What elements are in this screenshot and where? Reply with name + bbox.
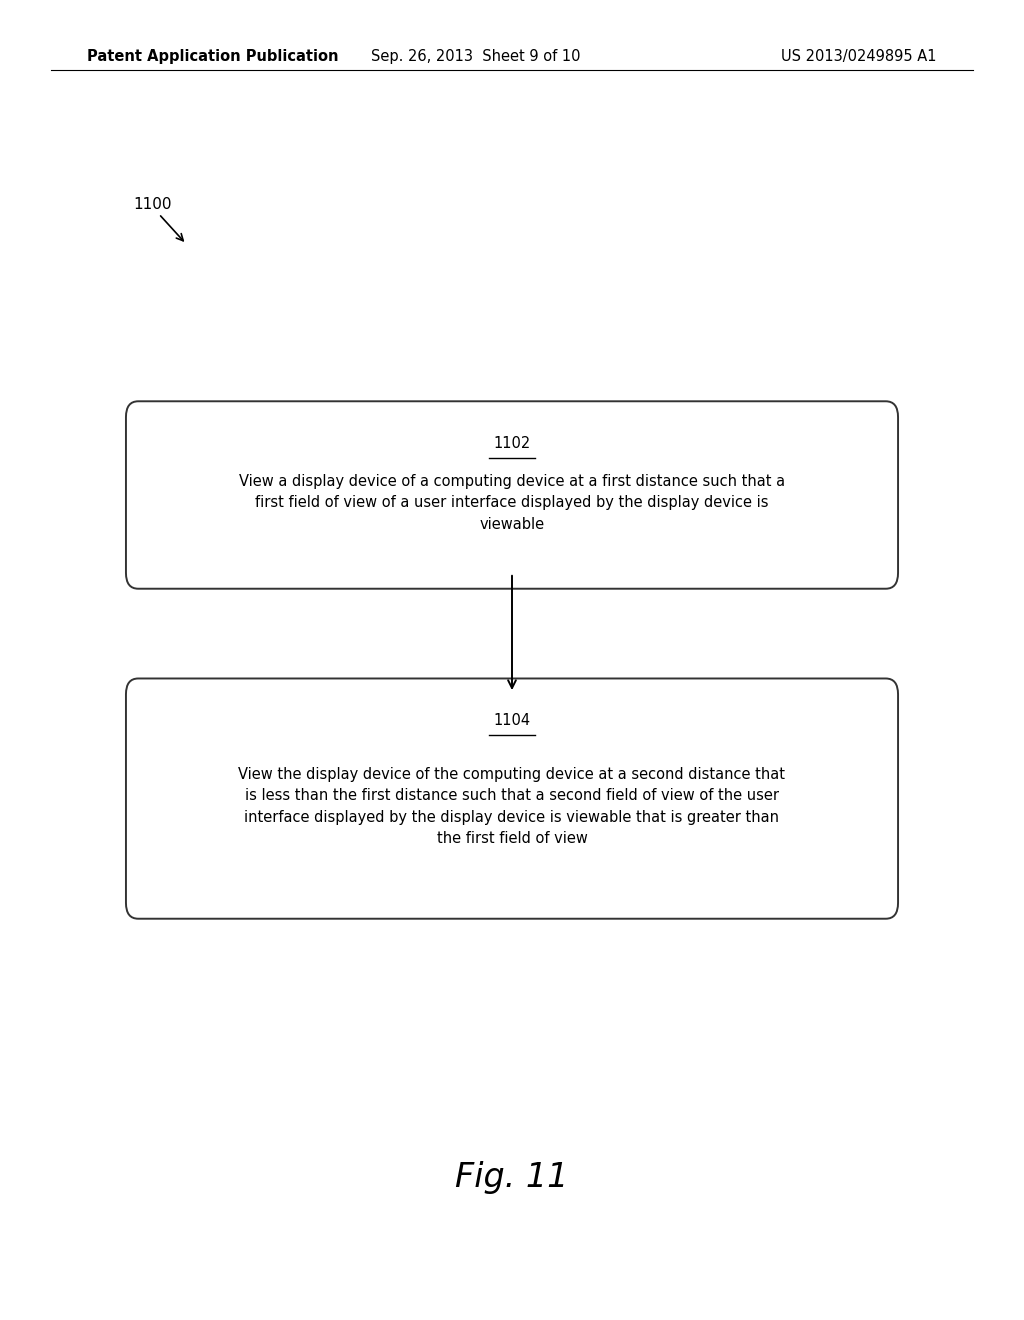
FancyBboxPatch shape [126, 401, 898, 589]
Text: View a display device of a computing device at a first distance such that a
firs: View a display device of a computing dev… [239, 474, 785, 532]
Text: US 2013/0249895 A1: US 2013/0249895 A1 [781, 49, 937, 65]
Text: 1100: 1100 [133, 197, 172, 213]
FancyBboxPatch shape [126, 678, 898, 919]
Text: 1102: 1102 [494, 436, 530, 450]
Text: Fig. 11: Fig. 11 [456, 1162, 568, 1193]
Text: Sep. 26, 2013  Sheet 9 of 10: Sep. 26, 2013 Sheet 9 of 10 [372, 49, 581, 65]
Text: View the display device of the computing device at a second distance that
is les: View the display device of the computing… [239, 767, 785, 846]
Text: Patent Application Publication: Patent Application Publication [87, 49, 339, 65]
Text: 1104: 1104 [494, 713, 530, 727]
